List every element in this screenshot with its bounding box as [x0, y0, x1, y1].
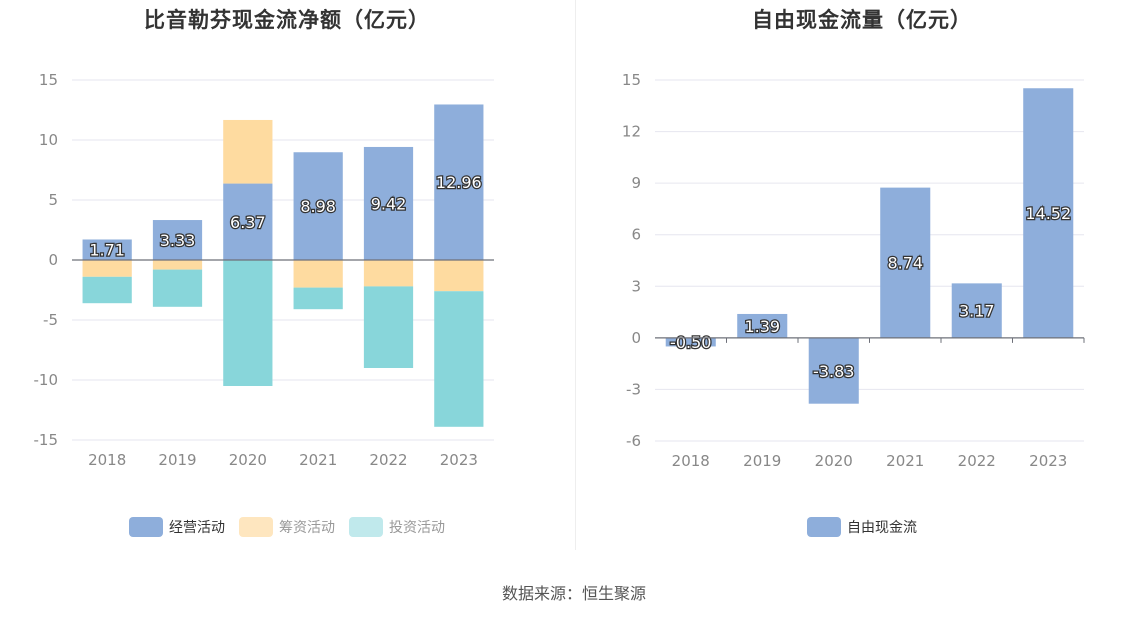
bar: [223, 119, 273, 184]
x-tick-label: 2020: [815, 452, 853, 470]
y-tick-label: 12: [622, 123, 641, 141]
data-label: -3.83: [813, 362, 854, 381]
data-source: 数据来源：恒生聚源: [501, 584, 646, 603]
bar: [665, 337, 716, 347]
legend-item-operating[interactable]: 经营活动: [129, 517, 225, 537]
bar: [293, 260, 343, 288]
x-tick-label: 2021: [299, 451, 337, 469]
cash-flow-net-chart: 15 10 5 0 -5 -10 -15 1.71 2018 3.33 2019 6.37 2020 8.…: [34, 71, 494, 469]
bar: [82, 239, 132, 260]
bar: [363, 260, 414, 287]
legend-item-free-cash-flow[interactable]: 自由现金流: [807, 517, 917, 537]
data-label: 6.37: [230, 213, 266, 232]
y-tick-label: -15: [34, 431, 59, 449]
x-tick-label: 2019: [158, 451, 196, 469]
data-label: 12.96: [436, 173, 482, 192]
y-tick-label: 3: [631, 277, 641, 295]
legend-label: 经营活动: [169, 520, 225, 536]
bar: [808, 337, 859, 404]
bar: [434, 291, 484, 427]
bar: [880, 187, 931, 338]
bar: [363, 286, 414, 368]
bar: [951, 283, 1002, 338]
y-tick-label: 0: [631, 329, 641, 347]
data-label: 8.74: [887, 254, 923, 273]
legend-swatch-free-cash-flow: [807, 517, 841, 537]
legend: 自由现金流: [576, 517, 1148, 537]
x-tick-label: 2022: [958, 452, 996, 470]
legend-swatch-investing: [349, 517, 383, 537]
bar: [223, 260, 273, 386]
x-tick-label: 2018: [672, 452, 710, 470]
y-tick-label: 9: [631, 174, 641, 192]
y-tick-label: -10: [34, 371, 59, 389]
x-tick-label: 2023: [440, 451, 478, 469]
bar: [293, 152, 343, 260]
legend-label: 自由现金流: [847, 520, 917, 536]
free-cash-flow-chart: 15 12 9 6 3 0 -3 -6 -0.50 2018 1.39 2019 -3.83 2020 8.…: [622, 71, 1085, 470]
bar: [223, 183, 273, 260]
bar: [152, 220, 203, 260]
y-tick-label: 15: [622, 71, 641, 89]
y-tick-label: 6: [631, 226, 641, 244]
bar: [82, 260, 132, 277]
x-tick-label: 2021: [886, 452, 924, 470]
chart-title: 自由现金流量（亿元）: [752, 8, 972, 32]
x-tick-label: 2018: [88, 451, 126, 469]
bar: [363, 146, 414, 260]
bar: [293, 287, 343, 310]
data-label: 8.98: [300, 197, 336, 216]
panel-divider: [575, 0, 576, 550]
chart-title: 比音勒芬现金流净额（亿元）: [144, 8, 430, 32]
y-tick-label: -5: [43, 311, 58, 329]
data-label: 1.39: [744, 317, 780, 336]
x-tick-label: 2023: [1029, 452, 1067, 470]
y-tick-label: 10: [39, 131, 58, 149]
legend-label: 筹资活动: [279, 520, 335, 536]
data-label: 9.42: [371, 194, 407, 213]
data-label: -0.50: [670, 333, 711, 352]
data-label: 3.33: [160, 231, 196, 250]
bar: [152, 269, 203, 307]
legend: 经营活动 筹资活动 投资活动: [0, 517, 574, 537]
bar: [1023, 88, 1074, 338]
legend-label: 投资活动: [389, 520, 445, 536]
bar: [737, 313, 788, 338]
data-label: 3.17: [959, 302, 995, 321]
free-cash-flow-chart-panel: 自由现金流量（亿元） 15 12 9 6 3 0 -3 -6 -0.50 2018 1.39 2019…: [576, 0, 1148, 560]
y-tick-label: 15: [39, 71, 58, 89]
x-tick-label: 2019: [743, 452, 781, 470]
x-tick-label: 2020: [229, 451, 267, 469]
data-label: 14.52: [1025, 204, 1071, 223]
bar: [434, 104, 484, 260]
legend-item-financing[interactable]: 筹资活动: [239, 517, 335, 537]
cash-flow-net-chart-panel: 比音勒芬现金流净额（亿元） 15 10 5 0 -5 -10 -15 1.71 2018 3.33…: [0, 0, 574, 560]
legend-swatch-operating: [129, 517, 163, 537]
legend-swatch-financing: [239, 517, 273, 537]
bar: [82, 276, 132, 304]
x-tick-label: 2022: [369, 451, 407, 469]
legend-item-investing[interactable]: 投资活动: [349, 517, 445, 537]
bar: [434, 260, 484, 292]
y-tick-label: 0: [48, 251, 58, 269]
bar: [152, 260, 203, 270]
y-tick-label: 5: [48, 191, 58, 209]
y-tick-label: -3: [626, 380, 641, 398]
data-label: 1.71: [89, 241, 125, 260]
y-tick-label: -6: [626, 432, 641, 450]
